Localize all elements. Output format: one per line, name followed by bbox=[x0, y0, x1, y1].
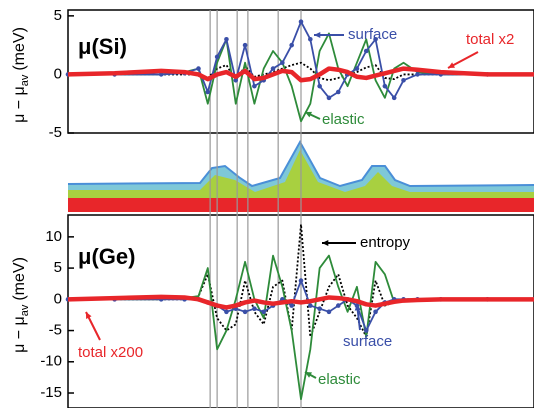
series-marker bbox=[289, 303, 294, 308]
annotation-arrowhead bbox=[354, 304, 361, 311]
series-label: surface bbox=[343, 333, 392, 350]
profile-outline bbox=[67, 139, 534, 188]
series-marker bbox=[205, 89, 211, 95]
series-marker bbox=[363, 48, 369, 54]
y-label-main: μ − μ bbox=[11, 86, 28, 123]
series-marker bbox=[196, 66, 201, 71]
y-tick-label: 10 bbox=[45, 228, 62, 245]
series-marker bbox=[335, 89, 341, 95]
series-marker bbox=[317, 306, 322, 311]
annotation-arrowhead bbox=[314, 31, 321, 39]
series-marker bbox=[242, 309, 248, 315]
series-marker bbox=[308, 36, 313, 42]
series-marker bbox=[224, 309, 229, 315]
series-marker bbox=[224, 36, 229, 42]
series-marker bbox=[415, 72, 420, 77]
y-label-unit: (meV) bbox=[11, 27, 28, 71]
series-label: total x2 bbox=[466, 31, 514, 48]
annotation-arrowhead bbox=[448, 62, 455, 68]
series-marker bbox=[270, 66, 276, 71]
y-label-unit: (meV) bbox=[11, 257, 28, 301]
series-marker bbox=[382, 83, 388, 89]
y-tick-label: 5 bbox=[54, 7, 62, 24]
annotation-arrowhead bbox=[86, 312, 92, 319]
series-marker bbox=[214, 54, 220, 60]
series-label: elastic bbox=[318, 371, 361, 388]
series-marker bbox=[391, 95, 397, 101]
series-label: elastic bbox=[322, 111, 365, 128]
y-tick-label: 5 bbox=[54, 259, 62, 276]
series-marker bbox=[280, 60, 285, 66]
annotation-arrowhead bbox=[322, 239, 329, 247]
panel-title: μ(Ge) bbox=[78, 244, 135, 269]
y-axis-label: μ − μav (meV) bbox=[11, 257, 31, 353]
panel: 10 5 0 -5 -10 -15 μ(Ge) μ − μav (meV) entropy elas… bbox=[11, 133, 534, 408]
series-marker bbox=[252, 306, 257, 311]
series-marker bbox=[335, 303, 341, 308]
series-marker bbox=[363, 328, 369, 333]
series-marker bbox=[298, 19, 304, 25]
series-marker bbox=[317, 83, 322, 89]
y-tick-label: -15 bbox=[40, 384, 62, 401]
series-marker bbox=[252, 83, 257, 89]
series-marker bbox=[326, 95, 332, 101]
series-label: entropy bbox=[360, 234, 411, 251]
y-label-main: μ − μ bbox=[11, 316, 28, 353]
series-marker bbox=[308, 303, 313, 308]
series-line bbox=[67, 294, 534, 310]
panel-title: μ(Si) bbox=[78, 34, 127, 59]
series-marker bbox=[373, 36, 378, 42]
y-tick-label: -5 bbox=[49, 124, 62, 141]
series-marker bbox=[354, 66, 360, 71]
y-axis-label: μ − μav (meV) bbox=[11, 27, 31, 123]
y-tick-label: -10 bbox=[40, 353, 62, 370]
series-marker bbox=[158, 72, 164, 77]
y-tick-label: 0 bbox=[54, 65, 62, 82]
series-marker bbox=[373, 309, 378, 315]
series-marker bbox=[289, 42, 294, 48]
series-marker bbox=[242, 42, 248, 48]
series-marker bbox=[298, 278, 304, 283]
series-marker bbox=[401, 77, 406, 83]
series-line bbox=[67, 66, 534, 83]
series-marker bbox=[261, 309, 267, 315]
annotation-arrowhead bbox=[305, 372, 312, 378]
y-label-sub: av bbox=[19, 74, 31, 86]
y-tick-label: 0 bbox=[54, 290, 62, 307]
y-tick-label: -5 bbox=[49, 322, 62, 339]
series-label: surface bbox=[348, 26, 397, 43]
y-label-sub: av bbox=[19, 304, 31, 316]
annotation-arrowhead bbox=[305, 111, 312, 118]
series-line bbox=[68, 32, 534, 123]
series-marker bbox=[233, 77, 239, 83]
panel: 5 0 -5 μ(Si) μ − μav (meV) elastic surface total… bbox=[11, 7, 534, 141]
series-label: total x200 bbox=[78, 344, 143, 361]
series-marker bbox=[326, 309, 332, 315]
